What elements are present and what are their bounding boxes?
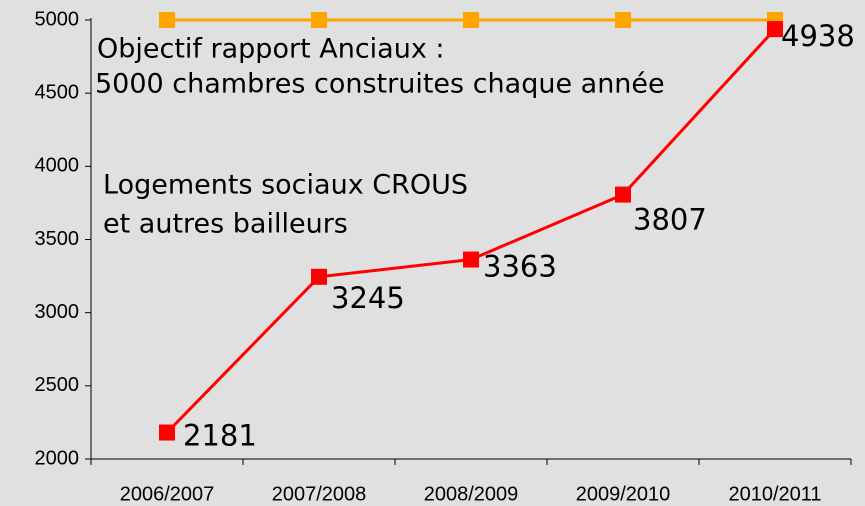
data-label: 3363 [483, 250, 557, 284]
x-tick-label: 2006/2007 [120, 483, 215, 505]
annotation: et autres bailleurs [103, 209, 348, 240]
data-label: 4938 [781, 19, 855, 53]
marker [159, 424, 175, 441]
data-label: 3807 [633, 203, 707, 237]
marker [463, 251, 479, 268]
annotation: Objectif rapport Anciaux : [97, 34, 444, 65]
x-tick-label: 2010/2011 [728, 483, 821, 505]
marker [311, 268, 327, 285]
x-tick-label: 2008/2009 [424, 483, 519, 505]
data-label: 2181 [183, 419, 257, 453]
marker [767, 21, 783, 38]
marker [311, 12, 327, 28]
annotation: Logements sociaux CROUS [103, 170, 468, 201]
marker [463, 12, 479, 28]
y-tick-label: 4500 [35, 81, 80, 103]
y-tick-label: 3500 [35, 228, 80, 250]
y-tick-label: 4000 [35, 155, 80, 177]
y-tick-label: 2000 [35, 447, 80, 469]
annotation: 5000 chambres construites chaque année [95, 69, 665, 100]
marker [615, 186, 631, 203]
y-tick-label: 5000 [35, 8, 80, 30]
x-tick-label: 2007/2008 [272, 483, 367, 505]
y-tick-label: 3000 [35, 301, 80, 323]
y-tick-label: 2500 [35, 374, 80, 396]
marker [159, 12, 175, 28]
data-label: 3245 [331, 281, 405, 315]
marker [615, 12, 631, 28]
x-tick-label: 2009/2010 [576, 483, 671, 505]
